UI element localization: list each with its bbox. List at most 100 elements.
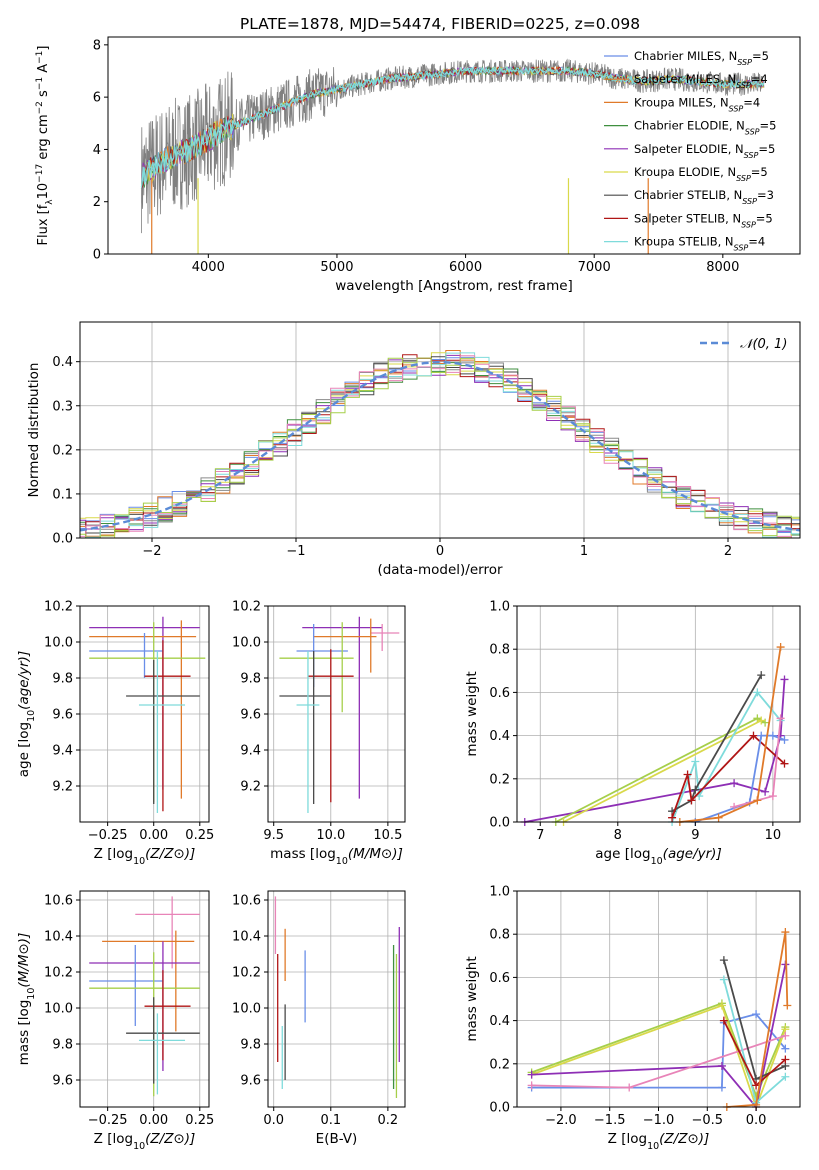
weight-marker [668, 813, 677, 822]
label-part: 10 [26, 710, 37, 722]
x-tick-label: −0.25 [88, 828, 128, 843]
normal-curve-line [79, 360, 801, 532]
y-tick-label: 9.8 [52, 1038, 73, 1053]
weight-marker [753, 688, 762, 697]
legend-entry: Kroupa MILES, NSSP=4 [634, 95, 760, 113]
label-part: mass [log [16, 1000, 32, 1066]
weight-marker [691, 785, 700, 794]
label-part: (M/M⊙)] [16, 933, 32, 988]
legend-sub: SSP [737, 58, 752, 67]
x-tick-label: 0 [436, 544, 444, 559]
weight-marker [752, 1010, 761, 1019]
mass-vs-ebv-points [274, 896, 400, 1098]
y-tick-label: 6 [93, 91, 101, 106]
spectrum-plot [140, 58, 765, 254]
legend-entry: Chabrier MILES, NSSP=5 [634, 49, 769, 67]
x-tick-label: 7 [536, 828, 544, 843]
legend-entry: Chabrier STELIB, NSSP=3 [634, 188, 774, 206]
legend-sub: SSP [742, 197, 757, 206]
label-part: s [36, 90, 51, 101]
y-tick-label: 0.6 [489, 686, 510, 701]
y-axis-label: mass weight [464, 671, 480, 756]
x-tick-label: 10 [765, 828, 782, 843]
label-part: Flux [f [36, 204, 51, 245]
weight-marker [730, 802, 739, 811]
x-tick-label: 0.00 [139, 1113, 168, 1128]
y-tick-label: 10.2 [44, 600, 73, 615]
weight-marker [714, 813, 723, 822]
label-part: (Z/Z⊙)] [659, 1131, 709, 1147]
weight-line [563, 719, 762, 823]
residual-histogram-line [80, 355, 800, 539]
legend-text: Kroupa MILES, N [634, 95, 729, 109]
legend-entry: Kroupa ELODIE, NSSP=5 [634, 165, 768, 183]
weight-marker [757, 731, 766, 740]
legend-entry: Kroupa STELIB, NSSP=4 [634, 235, 765, 253]
label-part: (Z/Z⊙)] [145, 846, 195, 862]
weight-marker [717, 1083, 726, 1092]
weight-marker [781, 928, 790, 937]
y-tick-label: 8 [93, 38, 101, 53]
weight-marker [776, 643, 785, 652]
x-tick-label: 8 [614, 828, 622, 843]
y-tick-label: 10.6 [44, 894, 73, 909]
weight-marker [781, 1031, 790, 1040]
figure-title: PLATE=1878, MJD=54474, FIBERID=0225, z=0… [240, 15, 640, 33]
legend-entry: Salpeter MILES, NSSP=4 [634, 72, 768, 90]
label-part: −17 [35, 164, 45, 183]
y-tick-label: 9.2 [52, 780, 73, 795]
x-tick-label: 5000 [320, 260, 353, 275]
y-tick-label: 0.4 [489, 1014, 510, 1029]
residual-histogram-line [80, 356, 800, 533]
weight-marker [783, 1001, 792, 1010]
y-tick-label: 9.4 [240, 744, 261, 759]
residual-histogram-line [80, 357, 800, 539]
label-part: 10 [133, 856, 145, 867]
axes-frame [107, 36, 801, 255]
legend-text: Salpeter ELODIE, N [634, 142, 744, 156]
legend-text: Kroupa ELODIE, N [634, 165, 736, 179]
x-axis-label: age [log10(age/yr)] [595, 846, 721, 867]
x-tick-label: 9.5 [263, 828, 284, 843]
y-tick-label: 9.4 [52, 744, 73, 759]
age-vs-mass-points [279, 616, 400, 813]
x-tick-label: 0.25 [185, 828, 214, 843]
x-axis-label: Z [log10(Z/Z⊙)] [94, 1131, 196, 1152]
label-part: mass [log [270, 846, 336, 862]
weight-marker [717, 1001, 726, 1010]
legend-sub: SSP [736, 174, 751, 183]
x-tick-label: −0.25 [88, 1113, 128, 1128]
y-tick-label: 0.3 [52, 399, 73, 414]
residual-histogram-line [80, 352, 800, 539]
y-tick-label: 10.0 [232, 1002, 261, 1017]
residual-histogram-line [80, 358, 800, 531]
weight-line [671, 674, 762, 812]
x-tick-label: −1 [286, 544, 305, 559]
label-part: age [log [16, 722, 32, 777]
weight-marker [683, 770, 692, 779]
weight-marker [780, 735, 789, 744]
x-tick-label: 10.0 [316, 828, 345, 843]
y-axis-label: Normed distribution [26, 363, 42, 498]
legend-tail: =3 [757, 188, 774, 202]
y-tick-label: 9.2 [240, 780, 261, 795]
y-tick-label: 0.2 [489, 772, 510, 787]
legend-text: Salpeter MILES, N [634, 72, 736, 86]
residual-histogram-line [80, 362, 800, 539]
weight-vs-Z-axes: −2.0 −1.5 −1.0 −0.5 0.0 0.0 0.2 0.4 0.6 0.8 1.0 Z [… [464, 885, 801, 1152]
weight-marker [719, 956, 728, 965]
y-tick-label: 9.6 [240, 1074, 261, 1089]
x-tick-label: −1.5 [594, 1113, 626, 1128]
weight-marker [753, 796, 762, 805]
weight-line [531, 964, 787, 1110]
weight-marker [687, 796, 696, 805]
y-tick-label: 0.6 [489, 971, 510, 986]
y-tick-label: 9.6 [240, 708, 261, 723]
mass-vs-Z-points [89, 896, 200, 1097]
x-tick-label: −2.0 [545, 1113, 577, 1128]
x-axis-label: E(B-V) [316, 1131, 358, 1147]
age-vs-Z-axes: −0.25 0.00 0.259.29.49.69.810.010.2Z [log1… [16, 600, 214, 867]
legend-entry: Salpeter STELIB, NSSP=5 [634, 211, 773, 229]
y-tick-label: 0.8 [489, 928, 510, 943]
